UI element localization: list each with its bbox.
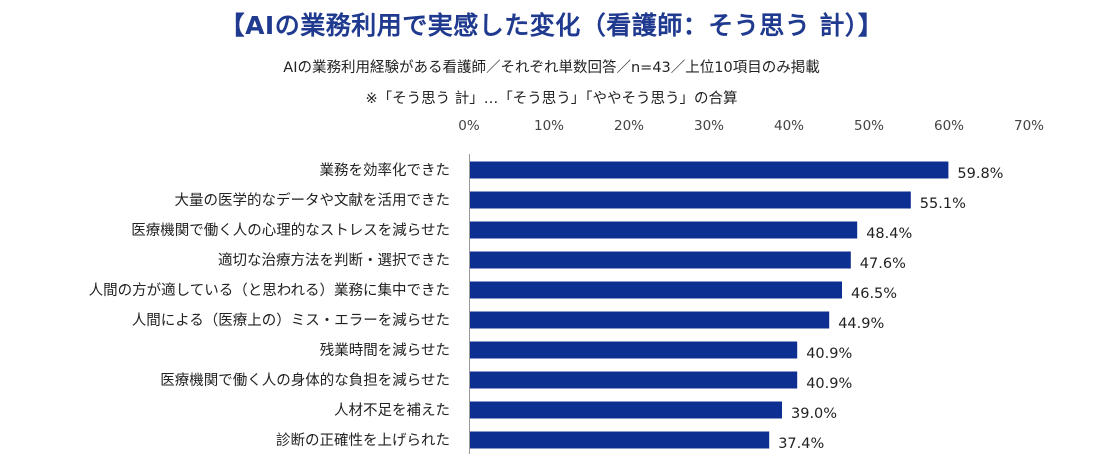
x-tick-label: 40% bbox=[774, 118, 804, 134]
x-tick-label: 60% bbox=[934, 118, 964, 134]
category-label: 診断の正確性を上げられた bbox=[276, 432, 450, 449]
category-label: 大量の医学的なデータや文献を活用できた bbox=[175, 191, 451, 209]
category-label: 人間による（医療上の）ミス・エラーを減らせた bbox=[132, 312, 450, 329]
x-tick-label: 0% bbox=[458, 118, 480, 134]
data-label: 40.9% bbox=[806, 376, 852, 392]
data-label: 46.5% bbox=[851, 286, 897, 302]
chart-title: 【AIの業務利用で実感した変化（看護師：そう思う 計）】 bbox=[219, 11, 884, 40]
x-tick-label: 10% bbox=[534, 118, 564, 134]
bar bbox=[470, 311, 830, 329]
category-label: 業務を効率化できた bbox=[320, 162, 451, 179]
data-label: 55.1% bbox=[920, 196, 966, 212]
bar bbox=[470, 431, 770, 449]
data-label: 40.9% bbox=[806, 346, 852, 362]
x-tick-label: 70% bbox=[1014, 118, 1044, 134]
x-tick-label: 30% bbox=[694, 118, 724, 134]
data-label: 44.9% bbox=[838, 316, 884, 332]
data-label: 39.0% bbox=[791, 406, 837, 422]
x-tick-label: 50% bbox=[854, 118, 884, 134]
data-label: 48.4% bbox=[866, 226, 912, 242]
category-label: 残業時間を減らせた bbox=[320, 342, 450, 359]
bar bbox=[470, 251, 851, 269]
chart-subtitle: AIの業務利用経験がある看護師／それぞれ単数回答／n=43／上位10項目のみ掲載 bbox=[283, 60, 820, 76]
chart-note: ※「そう思う 計」…「そう思う」「ややそう思う」の合算 bbox=[365, 91, 738, 107]
category-label: 適切な治療方法を判断・選択できた bbox=[218, 251, 450, 269]
category-label: 人間の方が適している（と思われる）業務に集中できた bbox=[89, 281, 450, 299]
bar bbox=[470, 281, 842, 299]
bar bbox=[470, 221, 858, 239]
data-label: 37.4% bbox=[778, 436, 824, 452]
x-tick-label: 20% bbox=[614, 118, 644, 134]
bar bbox=[470, 341, 798, 359]
data-label: 47.6% bbox=[860, 256, 906, 272]
category-label: 人材不足を補えた bbox=[334, 402, 450, 419]
data-label: 59.8% bbox=[957, 166, 1003, 182]
category-label: 医療機関で働く人の心理的なストレスを減らせた bbox=[131, 222, 450, 239]
bar bbox=[470, 191, 911, 209]
bar bbox=[470, 401, 782, 419]
bar bbox=[470, 161, 949, 179]
bar bbox=[470, 371, 798, 389]
category-label: 医療機関で働く人の身体的な負担を減らせた bbox=[160, 372, 450, 389]
